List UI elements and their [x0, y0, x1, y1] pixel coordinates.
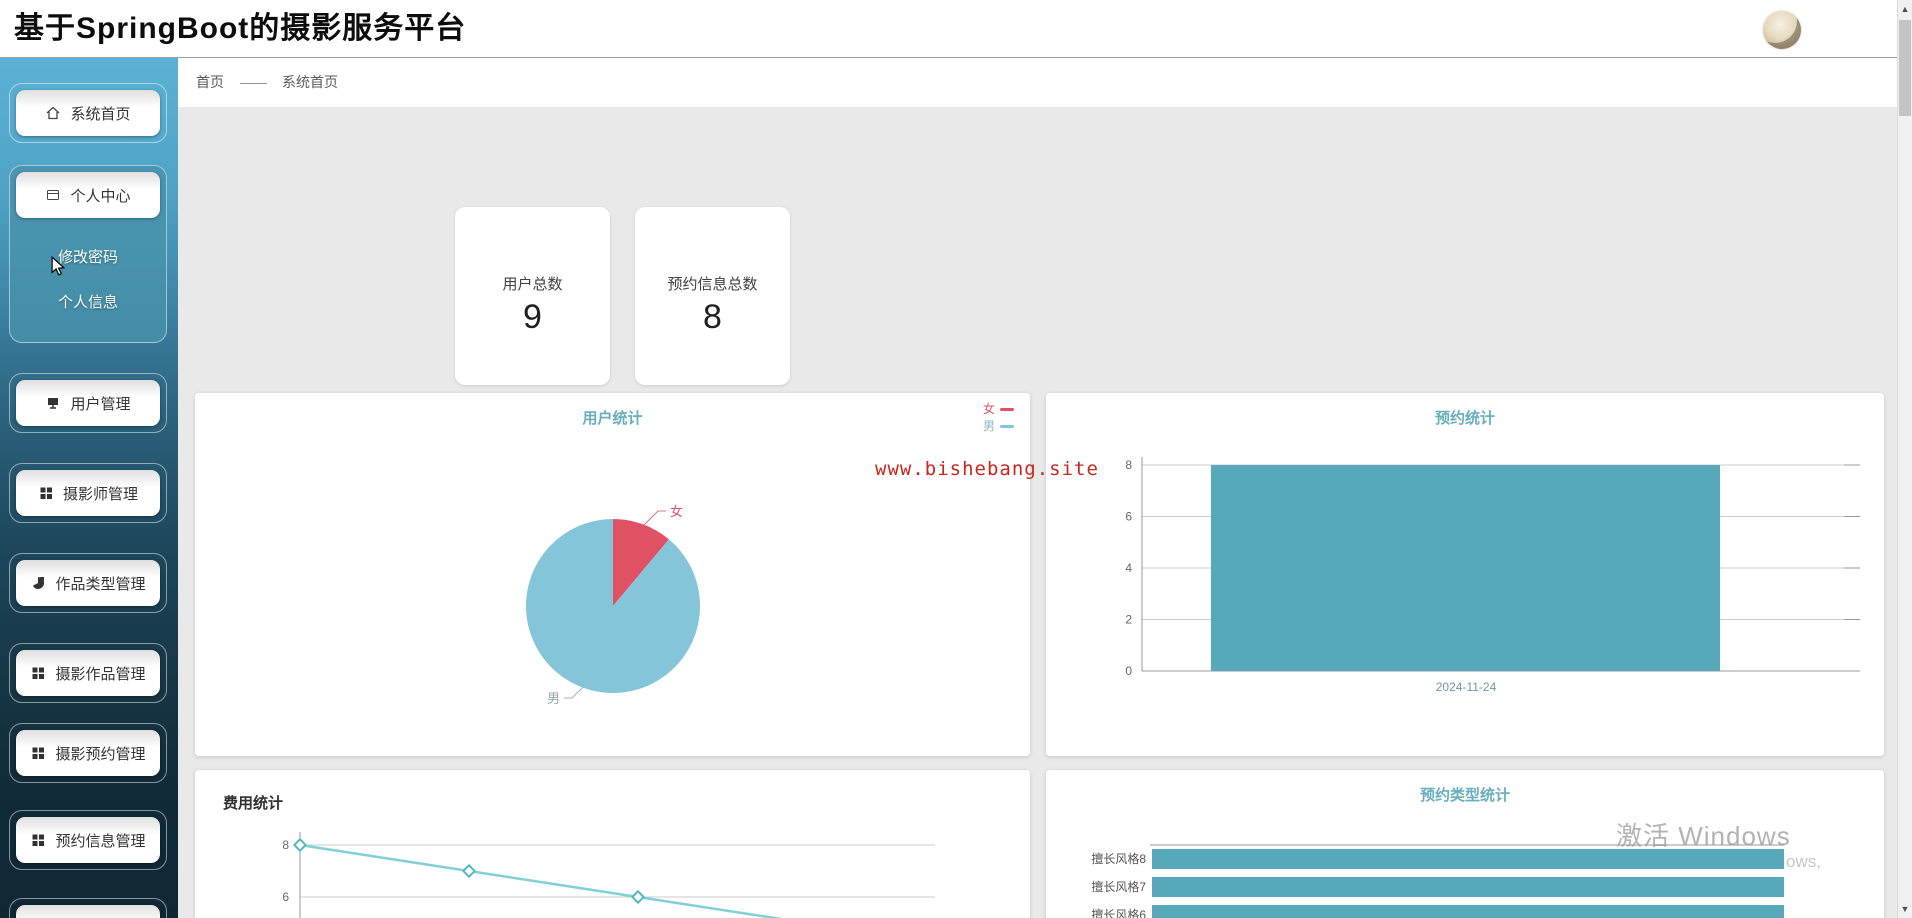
sidebar-item-label: 用户管理 — [70, 395, 131, 413]
windows-activation-watermark: 激活 Windows — [1616, 821, 1791, 851]
sidebar-group-personal-center: 个人中心 修改密码 个人信息 — [9, 165, 167, 343]
legend-label: 女 — [982, 402, 995, 416]
sidebar-frame-partial — [9, 898, 167, 918]
breadcrumb-home[interactable]: 首页 — [196, 74, 224, 90]
grid-icon — [40, 487, 52, 499]
svg-text:擅长风格8: 擅长风格8 — [1091, 851, 1146, 866]
legend-item-male[interactable]: 男 — [983, 418, 1014, 435]
profile-card-icon — [47, 190, 60, 200]
sidebar-item-label: 个人中心 — [70, 187, 131, 205]
svg-text:2024-11-24: 2024-11-24 — [1436, 680, 1497, 694]
user-stats-pie-chart: 女男 — [526, 504, 700, 706]
sidebar-frame-users: 用户管理 — [9, 373, 167, 433]
windows-activation-fragment: ows, — [1786, 852, 1821, 871]
chart-title: 费用统计 — [223, 795, 284, 812]
booking-stats-panel: 预约统计 0 2 4 6 8 2024-11-24 — [1046, 393, 1884, 756]
chart-title: 用户统计 — [582, 410, 643, 427]
main-content: 用户总数 9 预约信息总数 8 www.bishebang.site 用户统计 … — [178, 107, 1898, 918]
sidebar-item-partial[interactable] — [16, 905, 160, 918]
sidebar-frame-photographers: 摄影师管理 — [9, 463, 167, 523]
svg-text:擅长风格7: 擅长风格7 — [1091, 879, 1146, 894]
breadcrumb-separator: —— — [240, 74, 267, 90]
sidebar-item-photographer-management[interactable]: 摄影师管理 — [16, 470, 160, 516]
avatar[interactable] — [1763, 11, 1801, 49]
sidebar-item-label: 系统首页 — [70, 105, 131, 123]
sidebar-item-label: 摄影作品管理 — [55, 665, 146, 683]
svg-text:擅长风格6: 擅长风格6 — [1091, 907, 1146, 918]
booking-type-bar-chart: 擅长风格8 擅长风格7 擅长风格6 — [1091, 844, 1784, 918]
pie-chart-icon — [33, 576, 45, 589]
sidebar-frame-home: 系统首页 — [9, 83, 167, 143]
scrollbar-thumb[interactable] — [1899, 20, 1911, 116]
scroll-down-icon[interactable]: ▼ — [1900, 904, 1910, 914]
sidebar-item-system-home[interactable]: 系统首页 — [16, 90, 160, 136]
svg-text:6: 6 — [282, 890, 289, 904]
breadcrumb-current[interactable]: 系统首页 — [282, 74, 338, 90]
legend-dash-icon — [1000, 425, 1014, 428]
legend-item-female[interactable]: 女 — [983, 401, 1014, 418]
monitor-icon — [48, 398, 59, 409]
sidebar-subitem-personal-info[interactable]: 个人信息 — [57, 294, 118, 311]
stat-value: 9 — [523, 298, 542, 336]
sidebar-item-booking-info-management[interactable]: 预约信息管理 — [16, 817, 160, 863]
sidebar-item-personal-center[interactable]: 个人中心 — [16, 172, 160, 218]
sidebar-frame-booking-info: 预约信息管理 — [9, 810, 167, 870]
svg-text:0: 0 — [1125, 664, 1132, 678]
svg-text:2: 2 — [1125, 613, 1132, 627]
svg-text:6: 6 — [1125, 510, 1132, 524]
home-icon — [47, 106, 60, 120]
legend-dash-icon — [1000, 408, 1014, 411]
user-stats-panel: 用户统计 女 男 女男 — [195, 393, 1030, 756]
booking-stats-bar-chart: 0 2 4 6 8 2024-11-24 — [1125, 457, 1860, 694]
stat-label: 预约信息总数 — [667, 276, 758, 293]
svg-text:8: 8 — [282, 838, 289, 852]
pie-legend: 女 男 — [983, 401, 1014, 435]
sidebar-frame-works: 摄影作品管理 — [9, 643, 167, 703]
sidebar-item-label: 预约信息管理 — [55, 832, 146, 850]
sidebar-item-label: 摄影预约管理 — [55, 745, 146, 763]
site-watermark: www.bishebang.site — [875, 458, 1099, 480]
sidebar-item-photo-booking-management[interactable]: 摄影预约管理 — [16, 730, 160, 776]
stat-value: 8 — [703, 298, 722, 336]
grid-icon — [32, 667, 45, 679]
svg-text:8: 8 — [1125, 458, 1132, 472]
svg-text:4: 4 — [1125, 561, 1132, 575]
legend-label: 男 — [982, 419, 995, 433]
vertical-scrollbar[interactable]: ▲ ▼ — [1897, 0, 1912, 918]
sidebar-item-photo-work-management[interactable]: 摄影作品管理 — [16, 650, 160, 696]
fee-stats-line-chart: 86 — [282, 832, 935, 918]
chart-title: 预约类型统计 — [1419, 787, 1510, 804]
sidebar-frame-work-types: 作品类型管理 — [9, 553, 167, 613]
scroll-up-icon[interactable]: ▲ — [1900, 4, 1910, 14]
mouse-cursor — [51, 256, 66, 276]
svg-text:女: 女 — [670, 504, 683, 519]
sidebar-item-work-type-management[interactable]: 作品类型管理 — [16, 560, 160, 606]
svg-text:男: 男 — [547, 691, 560, 706]
page-title: 基于SpringBoot的摄影服务平台 — [14, 12, 467, 45]
stat-card-users: 用户总数 9 — [455, 207, 610, 385]
grid-icon — [32, 747, 45, 759]
stat-card-bookings: 预约信息总数 8 — [635, 207, 790, 385]
personal-center-submenu: 修改密码 个人信息 — [16, 218, 160, 322]
grid-icon — [32, 834, 45, 846]
chart-title: 预约统计 — [1434, 410, 1495, 427]
booking-type-panel: 预约类型统计 激活 Windows 擅长风格8 擅长风格7 擅长风格6 ows, — [1046, 770, 1884, 918]
sidebar-frame-photo-bookings: 摄影预约管理 — [9, 723, 167, 783]
breadcrumb: 首页 —— 系统首页 — [178, 57, 1898, 107]
sidebar-item-label: 摄影师管理 — [62, 485, 138, 503]
stat-label: 用户总数 — [502, 276, 563, 293]
sidebar-item-label: 作品类型管理 — [55, 575, 146, 593]
sidebar: 系统首页 个人中心 修改密码 个人信息 — [0, 57, 178, 918]
top-header: 基于SpringBoot的摄影服务平台 — [0, 0, 1912, 58]
sidebar-item-user-management[interactable]: 用户管理 — [16, 380, 160, 426]
sidebar-subitem-change-password[interactable]: 修改密码 — [57, 249, 118, 266]
